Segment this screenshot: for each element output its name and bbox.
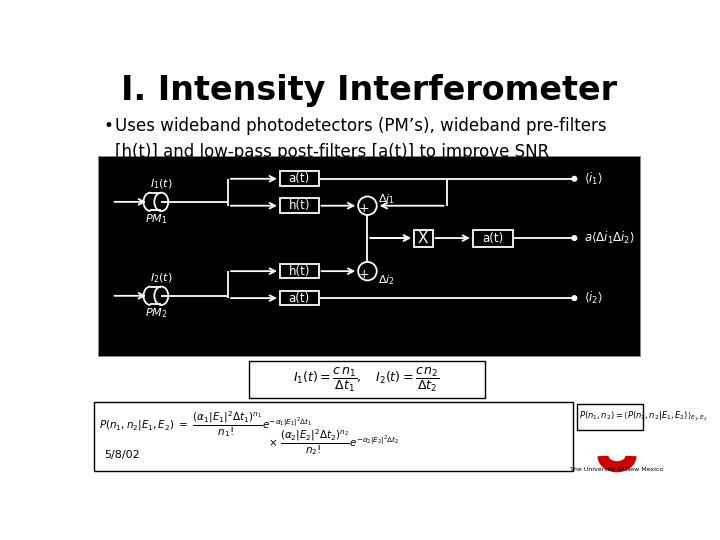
Text: $P(n_1,n_2|E_1,E_2)\ =\ \dfrac{(\alpha_1|E_1|^2\Delta t_1)^{n_1}}{n_1!}e^{-\alph: $P(n_1,n_2|E_1,E_2)\ =\ \dfrac{(\alpha_1… [99, 409, 312, 439]
Text: •: • [104, 117, 114, 135]
FancyBboxPatch shape [473, 230, 513, 247]
FancyBboxPatch shape [414, 230, 433, 247]
Text: $\Delta i_1$: $\Delta i_1$ [378, 193, 395, 206]
Text: $\langle i_1\rangle$: $\langle i_1\rangle$ [585, 171, 603, 187]
Text: The University of New Mexico: The University of New Mexico [570, 467, 664, 471]
Bar [150, 193, 161, 210]
Bar [98, 156, 640, 356]
Text: +: + [359, 202, 369, 215]
Text: $I_2(t)$: $I_2(t)$ [150, 272, 173, 285]
Text: h(t): h(t) [289, 265, 310, 278]
Text: a(t): a(t) [482, 232, 503, 245]
Bar [577, 403, 644, 430]
FancyBboxPatch shape [280, 291, 319, 306]
Circle shape [572, 236, 577, 240]
FancyBboxPatch shape [280, 264, 319, 279]
FancyBboxPatch shape [280, 171, 319, 186]
Text: $\langle i_2\rangle$: $\langle i_2\rangle$ [585, 290, 603, 306]
Bar [94, 402, 573, 471]
Bar [249, 361, 485, 398]
Text: h(t): h(t) [289, 199, 310, 212]
Text: $I_1(t)$: $I_1(t)$ [150, 178, 173, 191]
Text: $P(n_1,n_2) = \langle P(n_1,n_2|E_1,E_2)\rangle_{E_1,E_2}$: $P(n_1,n_2) = \langle P(n_1,n_2|E_1,E_2)… [579, 410, 708, 423]
Text: $PM_2$: $PM_2$ [145, 307, 167, 320]
Circle shape [572, 177, 577, 181]
Text: I. Intensity Interferometer: I. Intensity Interferometer [121, 74, 617, 107]
Text: a(t): a(t) [289, 292, 310, 305]
Text: Uses wideband photodetectors (PM’s), wideband pre-filters
[h(t)] and low-pass po: Uses wideband photodetectors (PM’s), wid… [114, 117, 606, 161]
Text: a(t): a(t) [289, 172, 310, 185]
Text: X: X [418, 231, 428, 246]
Ellipse shape [154, 287, 168, 305]
Text: $\Delta i_2$: $\Delta i_2$ [378, 273, 395, 287]
Text: $I_1(t) = \dfrac{c\,n_1}{\Delta t_1}, \quad I_2(t) = \dfrac{c\,n_2}{\Delta t_2}$: $I_1(t) = \dfrac{c\,n_1}{\Delta t_1}, \q… [293, 366, 440, 394]
Bar [150, 287, 161, 304]
Circle shape [572, 296, 577, 300]
Ellipse shape [154, 193, 168, 211]
Circle shape [358, 262, 377, 280]
Circle shape [358, 197, 377, 215]
Text: 5/8/02: 5/8/02 [104, 450, 140, 460]
Text: $PM_1$: $PM_1$ [145, 213, 167, 226]
FancyBboxPatch shape [280, 198, 319, 213]
Text: $a\langle\Delta i_1\Delta i_2\rangle$: $a\langle\Delta i_1\Delta i_2\rangle$ [585, 230, 636, 246]
Text: +: + [359, 268, 369, 281]
Text: $\times\ \dfrac{(\alpha_2|E_2|^2\Delta t_2)^{n_2}}{n_2!}e^{-\alpha_2|E_2|^2\Delt: $\times\ \dfrac{(\alpha_2|E_2|^2\Delta t… [269, 427, 400, 456]
